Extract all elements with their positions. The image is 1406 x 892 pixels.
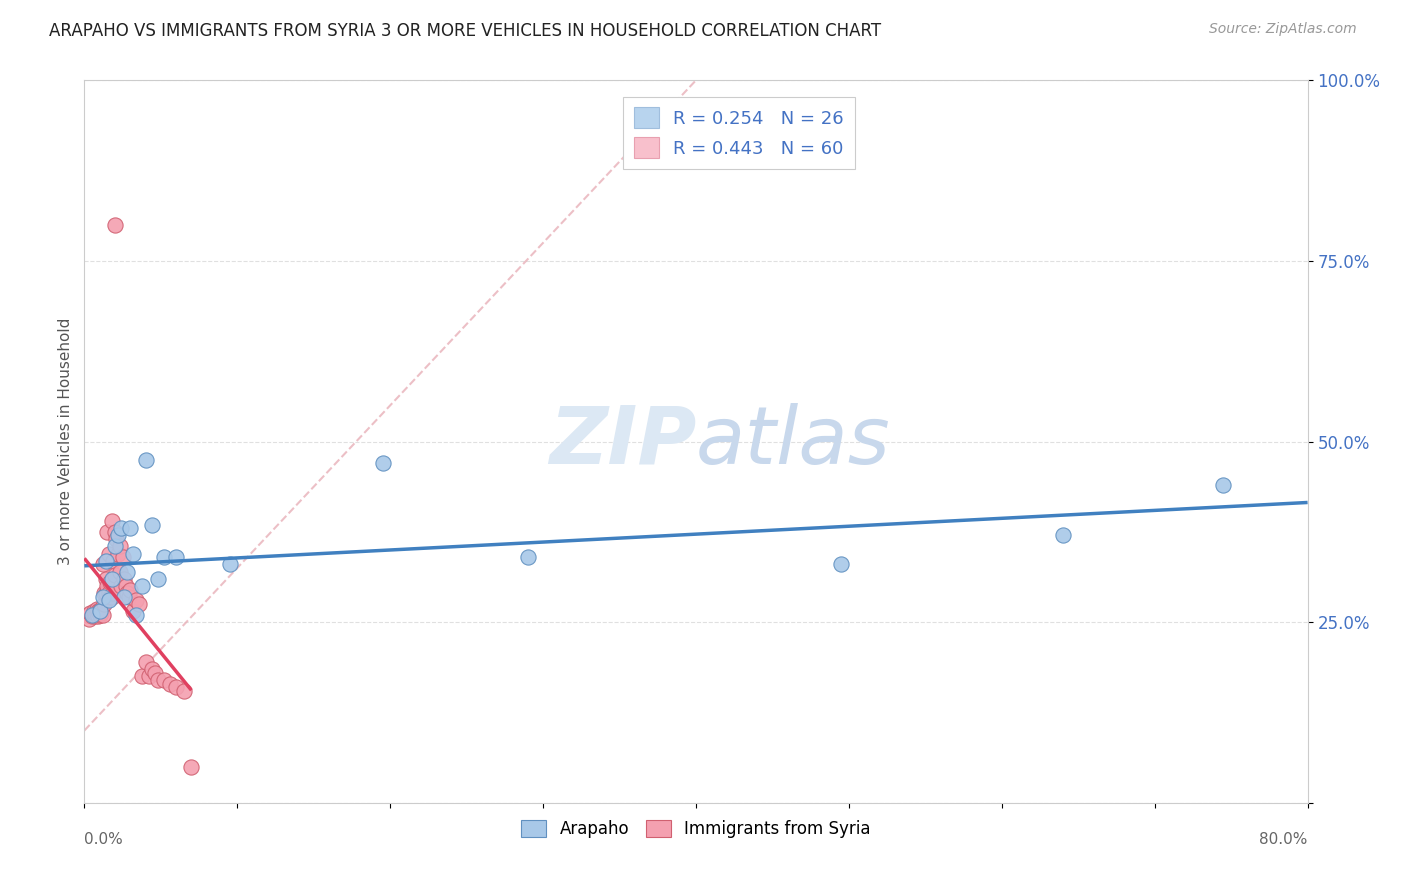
Point bbox=[86, 607, 108, 621]
Point bbox=[135, 655, 157, 669]
Point bbox=[84, 606, 107, 620]
Point bbox=[110, 521, 132, 535]
Point bbox=[125, 593, 148, 607]
Point bbox=[1212, 478, 1234, 492]
Point bbox=[96, 579, 118, 593]
Point bbox=[143, 665, 166, 680]
Point bbox=[104, 218, 127, 232]
Point bbox=[218, 558, 240, 572]
Point bbox=[105, 532, 128, 546]
Text: 80.0%: 80.0% bbox=[1260, 831, 1308, 847]
Point bbox=[141, 662, 163, 676]
Y-axis label: 3 or more Vehicles in Household: 3 or more Vehicles in Household bbox=[58, 318, 73, 566]
Point bbox=[104, 524, 127, 539]
Point bbox=[120, 521, 142, 535]
Point bbox=[115, 586, 138, 600]
Text: Source: ZipAtlas.com: Source: ZipAtlas.com bbox=[1209, 22, 1357, 37]
Point bbox=[103, 554, 125, 568]
Point bbox=[108, 539, 131, 553]
Text: 0.0%: 0.0% bbox=[84, 831, 124, 847]
Point bbox=[80, 607, 103, 622]
Point bbox=[97, 547, 120, 561]
Point bbox=[101, 514, 124, 528]
Point bbox=[93, 586, 115, 600]
Point bbox=[87, 604, 110, 618]
Point bbox=[97, 593, 120, 607]
Point bbox=[141, 517, 163, 532]
Point bbox=[89, 603, 111, 617]
Point bbox=[96, 524, 118, 539]
Point bbox=[90, 602, 112, 616]
Point bbox=[91, 558, 114, 572]
Point bbox=[135, 452, 157, 467]
Point bbox=[146, 673, 169, 687]
Point bbox=[77, 611, 100, 625]
Point bbox=[1052, 528, 1074, 542]
Point bbox=[122, 604, 145, 618]
Point bbox=[101, 590, 124, 604]
Point bbox=[153, 550, 176, 565]
Point bbox=[125, 607, 148, 622]
Point bbox=[98, 575, 121, 590]
Point bbox=[89, 604, 111, 618]
Point bbox=[83, 604, 105, 618]
Point bbox=[146, 572, 169, 586]
Point bbox=[165, 550, 187, 565]
Point bbox=[120, 582, 142, 597]
Point bbox=[89, 607, 111, 622]
Point bbox=[371, 456, 394, 470]
Point bbox=[173, 683, 195, 698]
Point bbox=[94, 554, 117, 568]
Point bbox=[87, 609, 110, 624]
Point bbox=[101, 572, 124, 586]
Point bbox=[91, 590, 114, 604]
Point bbox=[83, 607, 105, 622]
Point bbox=[114, 579, 136, 593]
Point bbox=[107, 528, 129, 542]
Point bbox=[111, 550, 134, 565]
Point bbox=[93, 597, 115, 611]
Point bbox=[94, 572, 117, 586]
Point bbox=[112, 572, 135, 586]
Point bbox=[98, 590, 121, 604]
Point bbox=[86, 602, 108, 616]
Text: ARAPAHO VS IMMIGRANTS FROM SYRIA 3 OR MORE VEHICLES IN HOUSEHOLD CORRELATION CHA: ARAPAHO VS IMMIGRANTS FROM SYRIA 3 OR MO… bbox=[49, 22, 882, 40]
Point bbox=[153, 673, 176, 687]
Point bbox=[97, 586, 120, 600]
Point bbox=[104, 568, 127, 582]
Point bbox=[516, 550, 538, 565]
Point bbox=[122, 547, 145, 561]
Point bbox=[79, 607, 101, 621]
Point bbox=[91, 607, 114, 622]
Legend: R = 0.254   N = 26, R = 0.443   N = 60: R = 0.254 N = 26, R = 0.443 N = 60 bbox=[623, 96, 855, 169]
Point bbox=[84, 609, 107, 624]
Point bbox=[180, 760, 202, 774]
Point bbox=[104, 539, 127, 553]
Point bbox=[108, 565, 131, 579]
Point bbox=[128, 597, 150, 611]
Point bbox=[115, 565, 138, 579]
Point bbox=[165, 680, 187, 694]
Point bbox=[159, 676, 181, 690]
Point bbox=[110, 579, 132, 593]
Point bbox=[107, 547, 129, 561]
Point bbox=[76, 607, 98, 622]
Point bbox=[94, 586, 117, 600]
Text: ZIP: ZIP bbox=[548, 402, 696, 481]
Point bbox=[80, 609, 103, 624]
Point bbox=[118, 590, 141, 604]
Point bbox=[112, 590, 135, 604]
Point bbox=[131, 669, 153, 683]
Point bbox=[131, 579, 153, 593]
Text: atlas: atlas bbox=[696, 402, 891, 481]
Point bbox=[830, 558, 852, 572]
Point bbox=[103, 586, 125, 600]
Point bbox=[138, 669, 160, 683]
Point bbox=[90, 607, 112, 621]
